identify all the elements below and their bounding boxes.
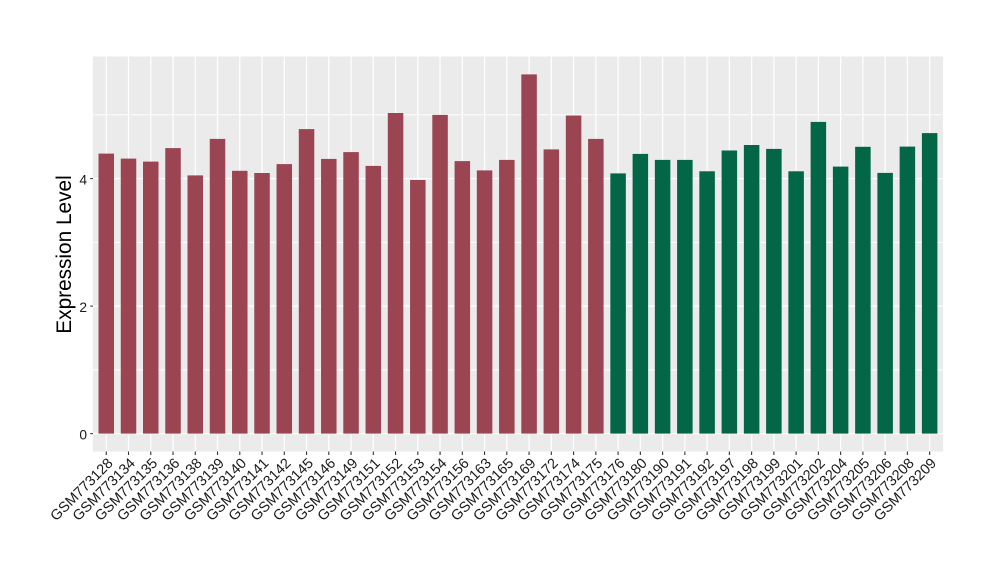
svg-text:2: 2	[79, 300, 87, 315]
svg-text:Expression Level: Expression Level	[53, 175, 76, 333]
svg-text:0: 0	[79, 428, 87, 443]
svg-text:4: 4	[79, 173, 87, 188]
